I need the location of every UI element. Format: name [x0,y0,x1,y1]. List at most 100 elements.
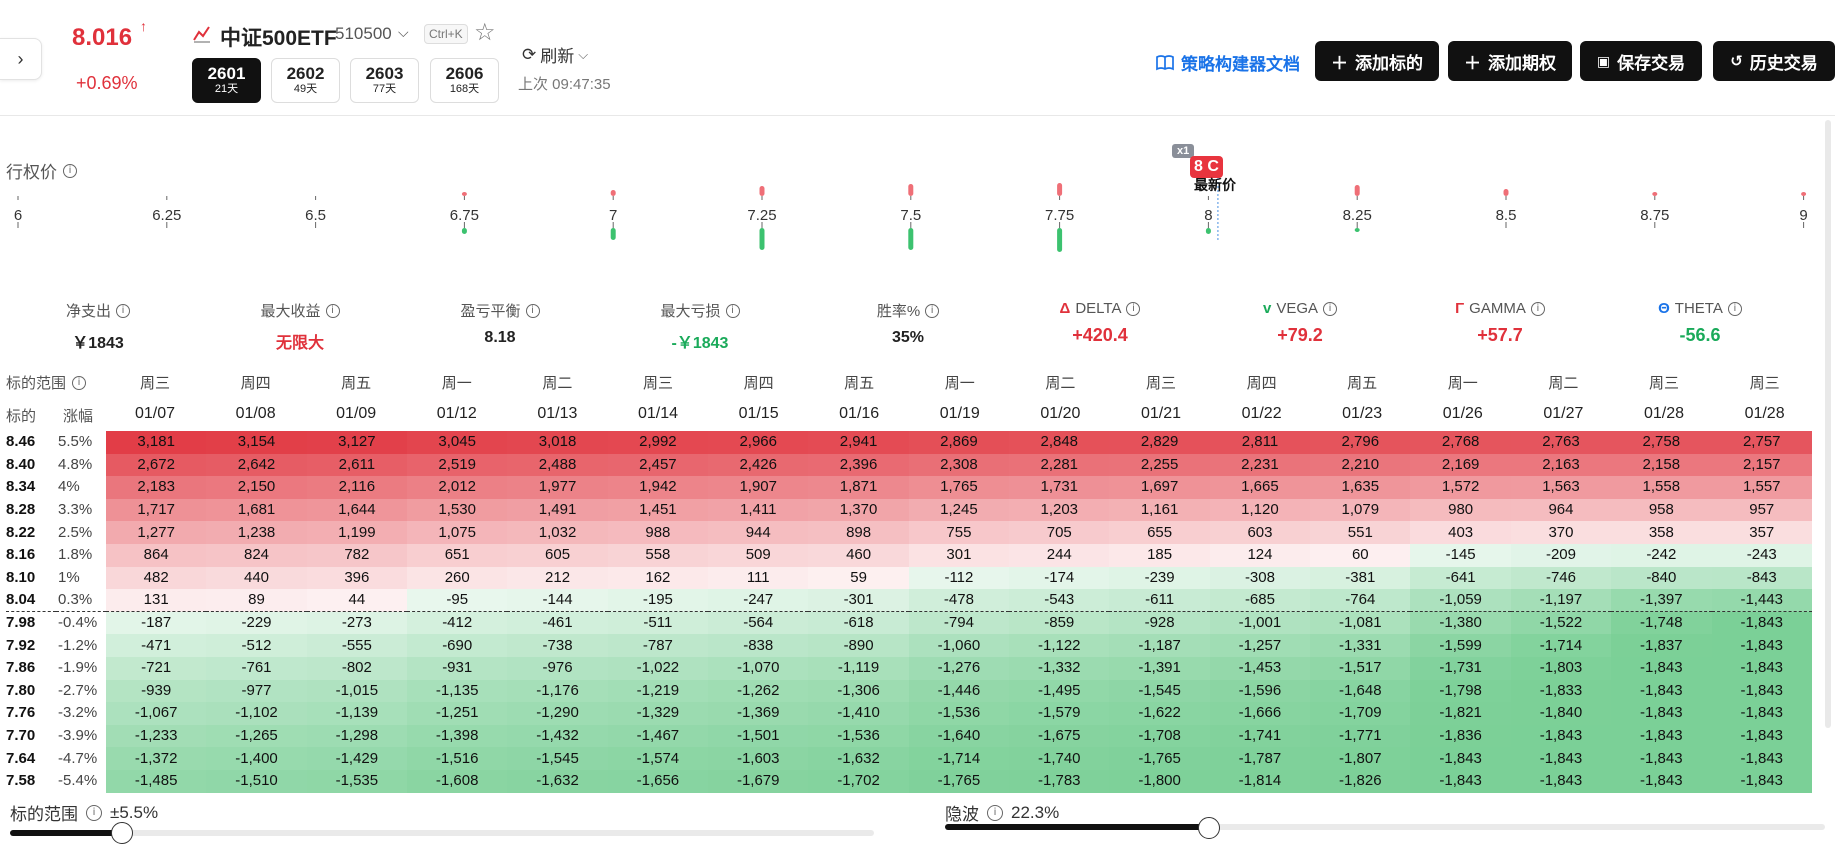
pnl-cell: -1,843 [1410,769,1511,793]
expiry-tab-0[interactable]: 2601 21天 [192,58,261,103]
weekday-header: 周一 [944,375,975,392]
chevron-down-icon[interactable]: ⌵ [398,24,409,40]
pnl-cell: -1,679 [708,769,809,793]
pnl-cell: 944 [708,521,809,544]
vertical-scrollbar[interactable] [1825,120,1831,728]
pnl-cell: 1,563 [1510,476,1612,499]
pnl-cell: 755 [908,521,1010,544]
pnl-cell: 1,697 [1109,476,1210,499]
pnl-cell: 2,757 [1711,431,1812,454]
star-icon[interactable]: ☆ [474,19,496,46]
pnl-cell: 964 [1510,498,1612,522]
pnl-cell: -1,783 [1009,769,1110,793]
history-trade-button[interactable]: ↺ 历史交易 [1713,41,1835,81]
pnl-cell: -843 [1711,566,1812,590]
pnl-cell: 357 [1711,521,1812,544]
underlying-code[interactable]: 510500 [335,24,392,43]
metric-label: GAMMA [1469,300,1526,317]
pnl-cell: -1,139 [306,702,408,725]
metric-label: 盈亏平衡 [460,303,521,320]
pnl-cell: 2,396 [808,453,909,477]
pnl-cell: -1,467 [607,724,709,748]
metric-label: 胜率% [876,303,921,320]
info-icon[interactable]: i [1727,301,1742,316]
metric-1: 最大收益 i 无限大 [200,300,400,353]
pnl-cell: -1,233 [106,724,207,748]
info-icon[interactable]: i [86,804,102,821]
strike-label: 6.5 [305,207,326,224]
refresh-button[interactable]: ⟳ 刷新 ⌵ [522,42,588,67]
weekday-header: 周二 [1548,375,1579,392]
pnl-cell: -721 [106,656,207,680]
table-row: 8.46 5.5% 3,181 3,154 3,127 3,045 3,018 2,992 2,… [6,431,1812,454]
pnl-cell: -95 [407,589,508,613]
add-option-button[interactable]: ＋ 添加期权 [1448,41,1572,81]
iv-slider-value: 22.3% [1011,802,1060,822]
pnl-cell: -1,102 [206,702,307,725]
put-volume-bar [1057,228,1063,252]
pnl-cell: -242 [1611,543,1712,567]
date-header: 01/13 [537,405,578,422]
pnl-cell: -1,574 [607,747,709,770]
info-icon[interactable]: i [72,375,87,390]
expiry-tab-2[interactable]: 2603 77天 [350,58,419,103]
strike-axis-label: 行权价 i [6,158,77,183]
pnl-cell: 1,731 [1009,476,1110,499]
table-row: 8.22 2.5% 1,277 1,238 1,199 1,075 1,032 988 944 8… [6,521,1812,544]
metric-label: 净支出 [65,303,111,320]
call-volume-bar [1057,183,1063,196]
pnl-cell: -1,843 [1711,611,1812,635]
pnl-cell: -1,397 [1611,589,1712,613]
collapse-sidebar-button[interactable]: › [0,38,42,80]
pnl-cell: -1,060 [908,634,1010,657]
put-volume-bar [1354,228,1360,232]
save-trade-button[interactable]: ▣ 保存交易 [1580,41,1702,81]
strike-label: 6 [14,207,22,224]
info-icon[interactable]: i [987,804,1003,821]
pnl-cell: 396 [306,566,408,590]
info-icon[interactable]: i [116,303,130,318]
range-slider-track[interactable] [10,830,874,836]
metric-value: 无限大 [275,335,324,352]
info-icon[interactable]: i [1323,301,1338,316]
pnl-cell: -1,276 [908,656,1010,680]
iv-slider-track[interactable] [945,824,1825,830]
expiry-days: 21天 [214,83,239,95]
pnl-cell: 957 [1711,498,1812,522]
pnl-cell: -1,135 [407,679,508,703]
pnl-cell: -1,432 [507,724,608,748]
strike-label: 9 [1799,207,1807,224]
iv-slider-thumb[interactable] [1198,817,1220,839]
range-slider-thumb[interactable] [111,822,134,844]
info-icon[interactable]: i [325,303,340,318]
strike-label: 8 [1204,207,1212,224]
add-option-label: 添加期权 [1488,53,1556,73]
info-icon[interactable]: i [63,163,77,178]
pnl-cell: -195 [607,589,709,613]
pnl-cell: -761 [206,656,307,680]
info-icon[interactable]: i [925,303,940,318]
pnl-cell: -928 [1109,611,1210,635]
info-icon[interactable]: i [1530,301,1545,316]
pnl-cell: -1,709 [1310,702,1411,725]
pnl-cell: -1,843 [1611,769,1712,793]
table-row: 8.28 3.3% 1,717 1,681 1,644 1,530 1,491 1,451 1,… [6,498,1812,522]
info-icon[interactable]: i [1126,301,1141,316]
position-badge[interactable]: 8 C [1190,156,1223,178]
info-icon[interactable]: i [725,303,740,318]
table-row: 7.58 -5.4% -1,485 -1,510 -1,535 -1,608 -1,632-… [6,769,1812,793]
pnl-cell: -243 [1711,543,1812,567]
weekday-header: 周三 [642,375,673,392]
pnl-cell: -1,485 [106,769,207,793]
metric-label: 最大收益 [260,303,321,320]
strategy-docs-link[interactable]: 策略构建器文档 [1155,50,1300,75]
expiry-tab-3[interactable]: 2606 168天 [430,58,499,103]
pnl-cell: 1,530 [407,498,508,522]
add-underlying-button[interactable]: ＋ 添加标的 [1315,41,1439,81]
info-icon[interactable]: i [525,303,540,318]
underlying-name[interactable]: 中证500ETF [220,27,337,50]
pnl-cell: 1,491 [507,498,608,522]
strike-label: 6.75 [450,207,479,224]
pnl-cell: 185 [1109,543,1210,567]
expiry-tab-1[interactable]: 2602 49天 [271,58,340,103]
